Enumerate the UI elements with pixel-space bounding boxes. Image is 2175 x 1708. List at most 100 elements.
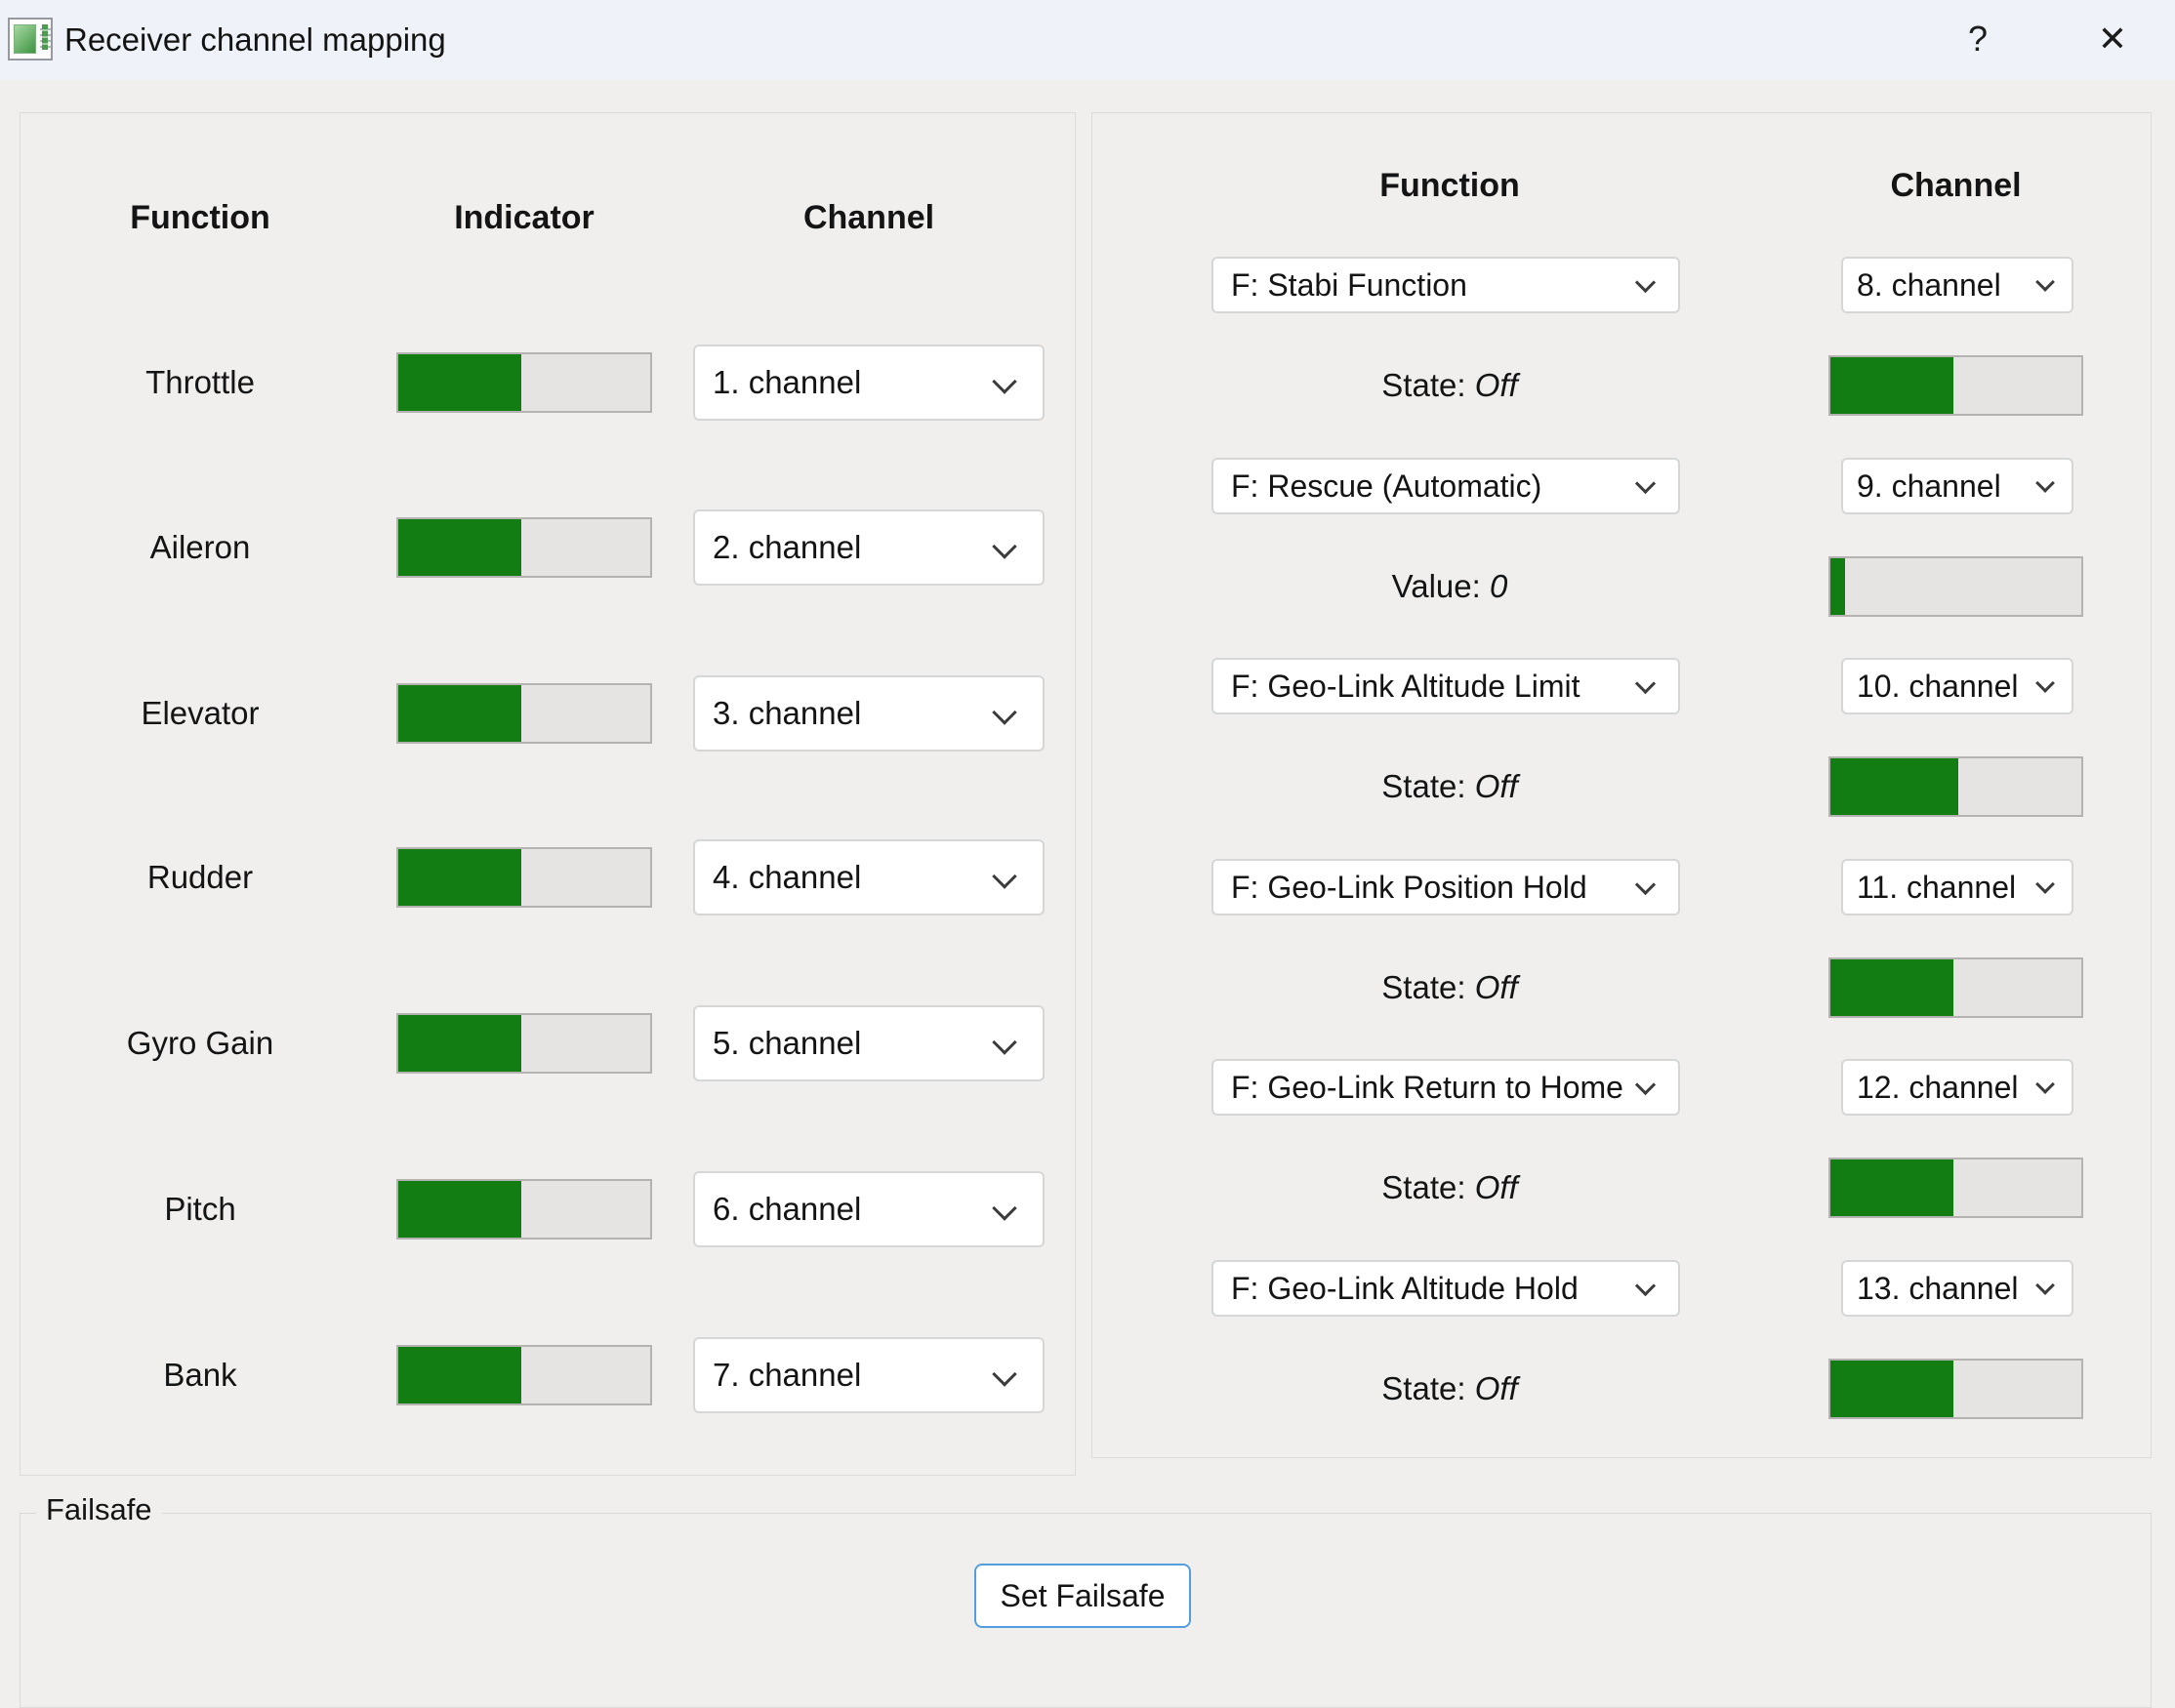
state-text: Value: 0 (1391, 568, 1508, 604)
state-value: Off (1474, 768, 1518, 804)
channel-indicator (396, 352, 652, 413)
channel-select[interactable]: 11. channel (1841, 859, 2073, 915)
channel-indicator (1828, 556, 2083, 617)
chevron-down-icon (992, 1362, 1017, 1387)
help-button[interactable]: ? (1967, 19, 1989, 59)
mapping-row-bank: Bank 7. channel (21, 1337, 1075, 1413)
state-value: Off (1474, 1169, 1518, 1205)
channel-select[interactable]: 1. channel (693, 345, 1045, 421)
indicator-fill (398, 519, 522, 576)
chevron-down-icon (2035, 874, 2055, 894)
state-text: State: Off (1381, 768, 1518, 804)
indicator-fill (1830, 959, 1953, 1016)
channel-select[interactable]: 7. channel (693, 1337, 1045, 1413)
indicator-fill (398, 849, 522, 906)
function-select[interactable]: F: Geo-Link Altitude Hold (1211, 1260, 1680, 1317)
channel-select[interactable]: 13. channel (1841, 1260, 2073, 1317)
channel-select[interactable]: 12. channel (1841, 1059, 2073, 1116)
channel-mapping-panel: Function Indicator Channel Throttle 1. c… (20, 112, 1076, 1476)
mapping-row-rudder: Rudder 4. channel (21, 839, 1075, 915)
chevron-down-icon (992, 1030, 1017, 1055)
indicator-fill (398, 354, 522, 411)
channel-indicator (396, 847, 652, 908)
app-icon-green-pane (14, 24, 36, 54)
function-select[interactable]: F: Rescue (Automatic) (1211, 458, 1680, 514)
state-value: 0 (1489, 568, 1508, 604)
function-label: Pitch (164, 1191, 236, 1227)
channel-select[interactable]: 2. channel (693, 509, 1045, 586)
channel-select[interactable]: 6. channel (693, 1171, 1045, 1247)
function-select[interactable]: F: Geo-Link Return to Home (1211, 1059, 1680, 1116)
indicator-fill (398, 1347, 522, 1403)
channel-select[interactable]: 4. channel (693, 839, 1045, 915)
channel-indicator (396, 1013, 652, 1074)
function-label: Rudder (146, 859, 254, 895)
app-icon-scrollbar (42, 24, 48, 50)
chevron-down-icon (1634, 1074, 1657, 1096)
state-value: Off (1474, 367, 1518, 403)
channel-select[interactable]: 3. channel (693, 675, 1045, 752)
function-select[interactable]: F: Geo-Link Altitude Limit (1211, 658, 1680, 714)
function-label: Throttle (145, 364, 255, 400)
state-value: Off (1474, 969, 1518, 1005)
window-title: Receiver channel mapping (64, 21, 446, 58)
chevron-down-icon (992, 369, 1017, 394)
indicator-fill (1830, 1159, 1953, 1216)
function-label: Bank (163, 1357, 237, 1393)
chevron-down-icon (2035, 473, 2055, 493)
state-text: State: Off (1381, 367, 1518, 403)
column-header-function: Function (1379, 167, 1520, 204)
state-value: Off (1474, 1370, 1518, 1406)
chevron-down-icon (992, 700, 1017, 725)
channel-select[interactable]: 8. channel (1841, 257, 2073, 313)
channel-select[interactable]: 9. channel (1841, 458, 2073, 514)
indicator-fill (1830, 558, 1846, 615)
channel-indicator (1828, 756, 2083, 817)
indicator-fill (398, 685, 522, 742)
mapping-row-throttle: Throttle 1. channel (21, 345, 1075, 421)
channel-indicator (1828, 355, 2083, 416)
state-text: State: Off (1381, 969, 1518, 1005)
close-button[interactable]: ✕ (2097, 19, 2128, 59)
indicator-fill (398, 1015, 522, 1072)
set-failsafe-button[interactable]: Set Failsafe (974, 1564, 1191, 1628)
function-label: Elevator (141, 695, 260, 731)
function-select[interactable]: F: Stabi Function (1211, 257, 1680, 313)
mapping-row-gyro-gain: Gyro Gain 5. channel (21, 1005, 1075, 1081)
channel-indicator (396, 1345, 652, 1405)
indicator-fill (1830, 758, 1959, 815)
indicator-fill (1830, 357, 1953, 414)
mapping-row-pitch: Pitch 6. channel (21, 1171, 1075, 1247)
title-bar: Receiver channel mapping ? ✕ (0, 0, 2175, 80)
channel-indicator (396, 1179, 652, 1240)
failsafe-group: Failsafe Set Failsafe (20, 1492, 2152, 1708)
indicator-fill (1830, 1361, 1953, 1417)
chevron-down-icon (1634, 1275, 1657, 1297)
chevron-down-icon (992, 534, 1017, 559)
column-header-function: Function (130, 199, 270, 236)
column-header-channel: Channel (1890, 167, 2022, 204)
mapping-row-aileron: Aileron 2. channel (21, 509, 1075, 586)
function-label: Aileron (149, 529, 251, 565)
column-header-channel: Channel (802, 199, 935, 236)
chevron-down-icon (1634, 672, 1657, 695)
state-text: State: Off (1381, 1370, 1518, 1406)
failsafe-group-label: Failsafe (36, 1492, 162, 1527)
indicator-fill (398, 1181, 522, 1238)
chevron-down-icon (1634, 271, 1657, 294)
function-label: Gyro Gain (126, 1025, 274, 1061)
channel-select[interactable]: 5. channel (693, 1005, 1045, 1081)
channel-select[interactable]: 10. channel (1841, 658, 2073, 714)
chevron-down-icon (992, 864, 1017, 889)
channel-indicator (396, 517, 652, 578)
chevron-down-icon (2035, 673, 2055, 693)
chevron-down-icon (1634, 874, 1657, 896)
chevron-down-icon (2035, 1075, 2055, 1094)
channel-indicator (1828, 1359, 2083, 1419)
chevron-down-icon (1634, 472, 1657, 495)
column-header-indicator: Indicator (454, 199, 595, 236)
channel-indicator (1828, 957, 2083, 1018)
function-select[interactable]: F: Geo-Link Position Hold (1211, 859, 1680, 915)
chevron-down-icon (2035, 1276, 2055, 1295)
chevron-down-icon (2035, 272, 2055, 292)
